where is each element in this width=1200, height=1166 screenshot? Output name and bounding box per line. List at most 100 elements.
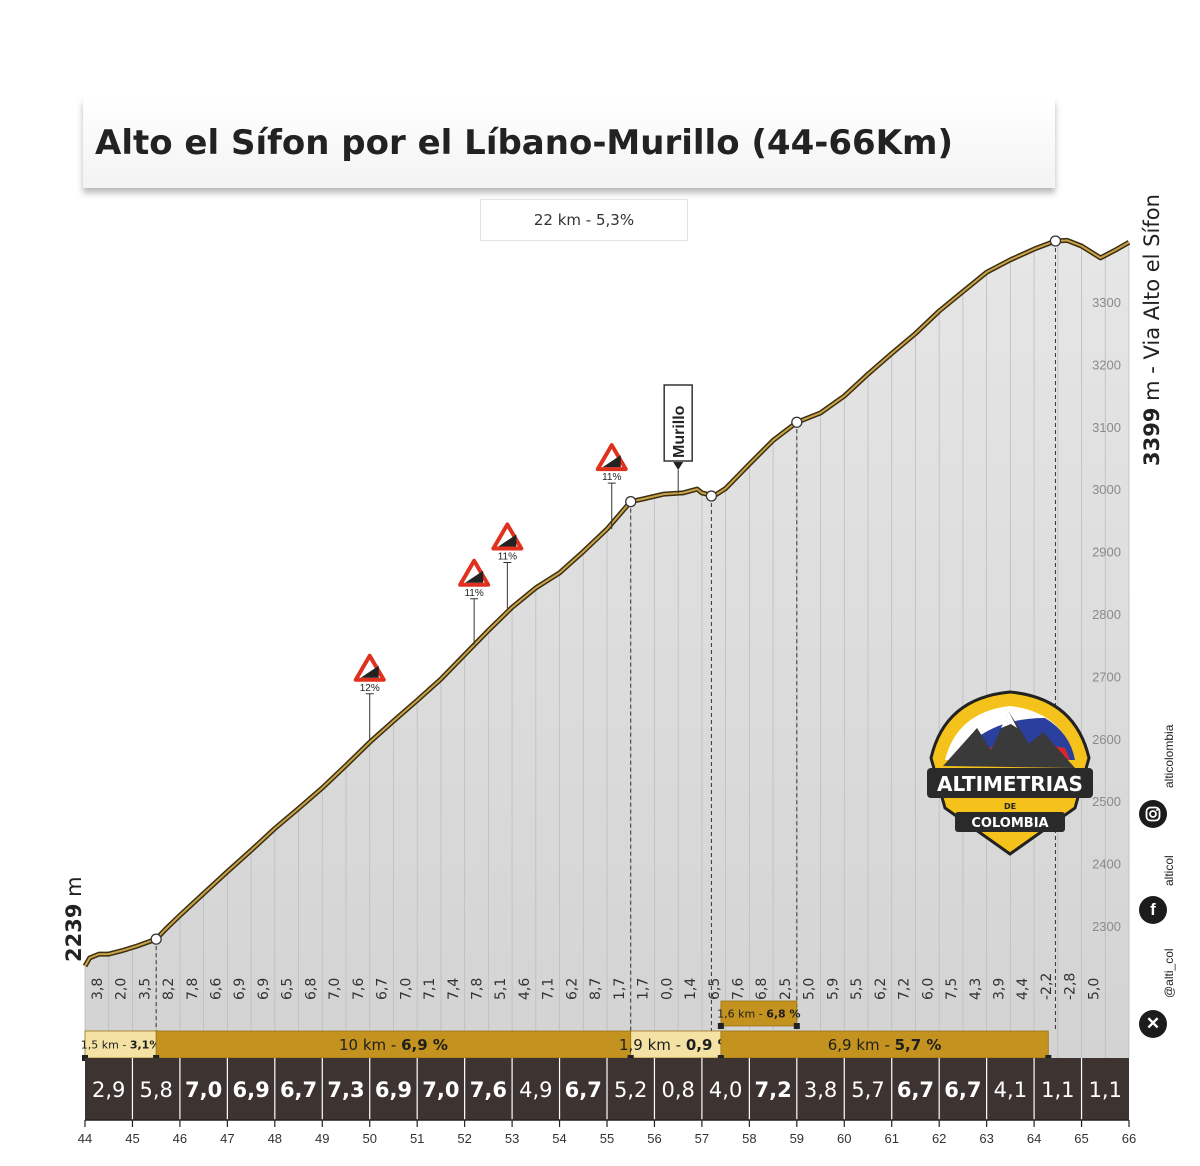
segment-gradient-label: -2,8 — [1063, 973, 1079, 1000]
x-tick-label: 44 — [78, 1131, 92, 1146]
gradient-marker-label: 11% — [498, 552, 517, 563]
page-title: Alto el Sífon por el Líbano-Murillo (44-… — [95, 123, 953, 163]
altimetrias-logo: ALTIMETRIAS DE COLOMBIA — [927, 690, 1093, 856]
waypoint-marker — [705, 490, 718, 502]
km-gradient-label: 7,3 — [327, 1078, 364, 1102]
y-tick-label: 2500 — [1092, 794, 1121, 809]
logo-line3: COLOMBIA — [971, 816, 1048, 831]
x-tick-label: 54 — [552, 1131, 566, 1146]
segment-gradient-label: 6,5 — [707, 978, 723, 1000]
section-length: 10 km - — [339, 1036, 401, 1054]
section-length: 1,6 km - — [717, 1007, 766, 1020]
segment-gradient-label: 5,0 — [802, 978, 818, 1000]
segment-gradient-label: 7,8 — [185, 978, 201, 1000]
segment-gradient-label: 3,9 — [992, 978, 1008, 1000]
km-gradient-label: 7,6 — [470, 1078, 507, 1102]
km-gradient-label: 6,7 — [565, 1078, 602, 1102]
segment-gradient-label: 5,9 — [825, 978, 841, 1000]
end-elevation-label: 3399 m - Via Alto el Sífon — [1140, 194, 1164, 466]
y-tick-label: 3200 — [1092, 357, 1121, 372]
segment-gradient-label: 3,5 — [137, 978, 153, 1000]
segment-gradient-label: 6,7 — [375, 978, 391, 1000]
segment-gradient-label: 3,8 — [90, 978, 106, 1000]
start-elevation-unit: m — [62, 876, 86, 904]
section-gradient: 6,9 % — [401, 1036, 448, 1054]
x-tick-label: 56 — [647, 1131, 661, 1146]
section-length: 6,9 km - — [828, 1036, 895, 1054]
segment-gradient-label: 7,5 — [944, 978, 960, 1000]
y-tick-label: 2400 — [1092, 857, 1121, 872]
segment-gradient-label: 7,1 — [541, 978, 557, 1000]
segment-gradient-label: 6,8 — [754, 978, 770, 1000]
segment-gradient-label: 7,8 — [470, 978, 486, 1000]
segment-gradient-label: 6,0 — [920, 978, 936, 1000]
km-gradient-label: 7,0 — [422, 1078, 459, 1102]
segment-gradient-label: 4,4 — [1015, 978, 1031, 1000]
km-gradient-label: 6,9 — [232, 1078, 269, 1102]
section-label: 1,6 km - 6,8 % — [717, 1007, 800, 1020]
x-tick-label: 53 — [505, 1131, 519, 1146]
section-gradient: 3,1% — [130, 1038, 161, 1051]
section-label: 6,9 km - 5,7 % — [828, 1036, 942, 1054]
slope-icon — [465, 570, 484, 583]
segment-gradient-label: 7,2 — [897, 978, 913, 1000]
y-tick-label: 2800 — [1092, 607, 1121, 622]
section-gradient: 6,8 % — [766, 1007, 800, 1020]
km-gradient-label: 4,1 — [994, 1078, 1027, 1102]
section-label: 1,9 km - 0,9 % — [619, 1036, 733, 1054]
y-tick-label: 3300 — [1092, 295, 1121, 310]
segment-gradient-label: 2,5 — [778, 978, 794, 1000]
x-tick-label: 64 — [1027, 1131, 1041, 1146]
segment-gradient-label: 5,0 — [1086, 978, 1102, 1000]
km-gradient-label: 7,0 — [185, 1078, 222, 1102]
instagram-icon — [1139, 800, 1167, 828]
segment-gradient-label: 4,3 — [968, 978, 984, 1000]
x-tick-label: 55 — [600, 1131, 614, 1146]
x-tick-label: 47 — [220, 1131, 234, 1146]
section-label: 1,5 km - 3,1% — [81, 1038, 161, 1051]
km-gradient-label: 0,8 — [661, 1078, 694, 1102]
start-elevation-label: 2239 m — [62, 876, 86, 962]
x-tick-label: 46 — [173, 1131, 187, 1146]
section-length: 1,5 km - — [81, 1038, 130, 1051]
y-tick-label: 2600 — [1092, 732, 1121, 747]
x-tick-label: 52 — [457, 1131, 471, 1146]
y-tick-label: 2300 — [1092, 919, 1121, 934]
title-box: Alto el Sífon por el Líbano-Murillo (44-… — [83, 98, 1055, 188]
facebook-handle: alticol — [1162, 855, 1176, 886]
segment-gradient-label: 0,0 — [659, 978, 675, 1000]
km-gradient-label: 5,7 — [851, 1078, 884, 1102]
segment-gradient-label: 6,2 — [564, 978, 580, 1000]
segment-gradient-label: 7,6 — [731, 978, 747, 1000]
km-gradient-label: 7,2 — [754, 1078, 791, 1102]
x-tick-label: 61 — [884, 1131, 898, 1146]
x-tick-label: 65 — [1074, 1131, 1088, 1146]
logo-line2: DE — [1004, 802, 1016, 811]
segment-gradient-label: 7,1 — [422, 978, 438, 1000]
x-handle: @alti_col — [1162, 948, 1176, 998]
x-tick-label: 59 — [790, 1131, 804, 1146]
section-bar — [630, 1030, 722, 1059]
segment-gradient-label: 7,6 — [351, 978, 367, 1000]
segment-gradient-label: -2,2 — [1039, 973, 1055, 1000]
km-gradient-label: 5,2 — [614, 1078, 647, 1102]
segment-gradient-label: 5,5 — [849, 978, 865, 1000]
end-elevation-text: m - Via Alto el Sífon — [1140, 194, 1164, 408]
x-tick-label: 58 — [742, 1131, 756, 1146]
x-tick-label: 49 — [315, 1131, 329, 1146]
km-gradient-label: 2,9 — [92, 1078, 125, 1102]
segment-gradient-label: 6,8 — [303, 978, 319, 1000]
km-gradient-label: 4,9 — [519, 1078, 552, 1102]
slope-icon — [498, 534, 517, 547]
waypoint-marker — [791, 416, 803, 428]
gradient-marker-label: 12% — [360, 683, 380, 694]
section-label: 10 km - 6,9 % — [339, 1036, 448, 1054]
km-gradient-label: 1,1 — [1089, 1078, 1122, 1102]
y-tick-label: 2900 — [1092, 545, 1121, 560]
section-bar — [720, 1000, 798, 1027]
segment-gradient-label: 7,0 — [327, 978, 343, 1000]
place-marker-pointer-icon — [673, 462, 684, 470]
section-end-tick — [793, 1023, 800, 1029]
x-tick-label: 57 — [695, 1131, 709, 1146]
y-tick-label: 3100 — [1092, 420, 1121, 435]
